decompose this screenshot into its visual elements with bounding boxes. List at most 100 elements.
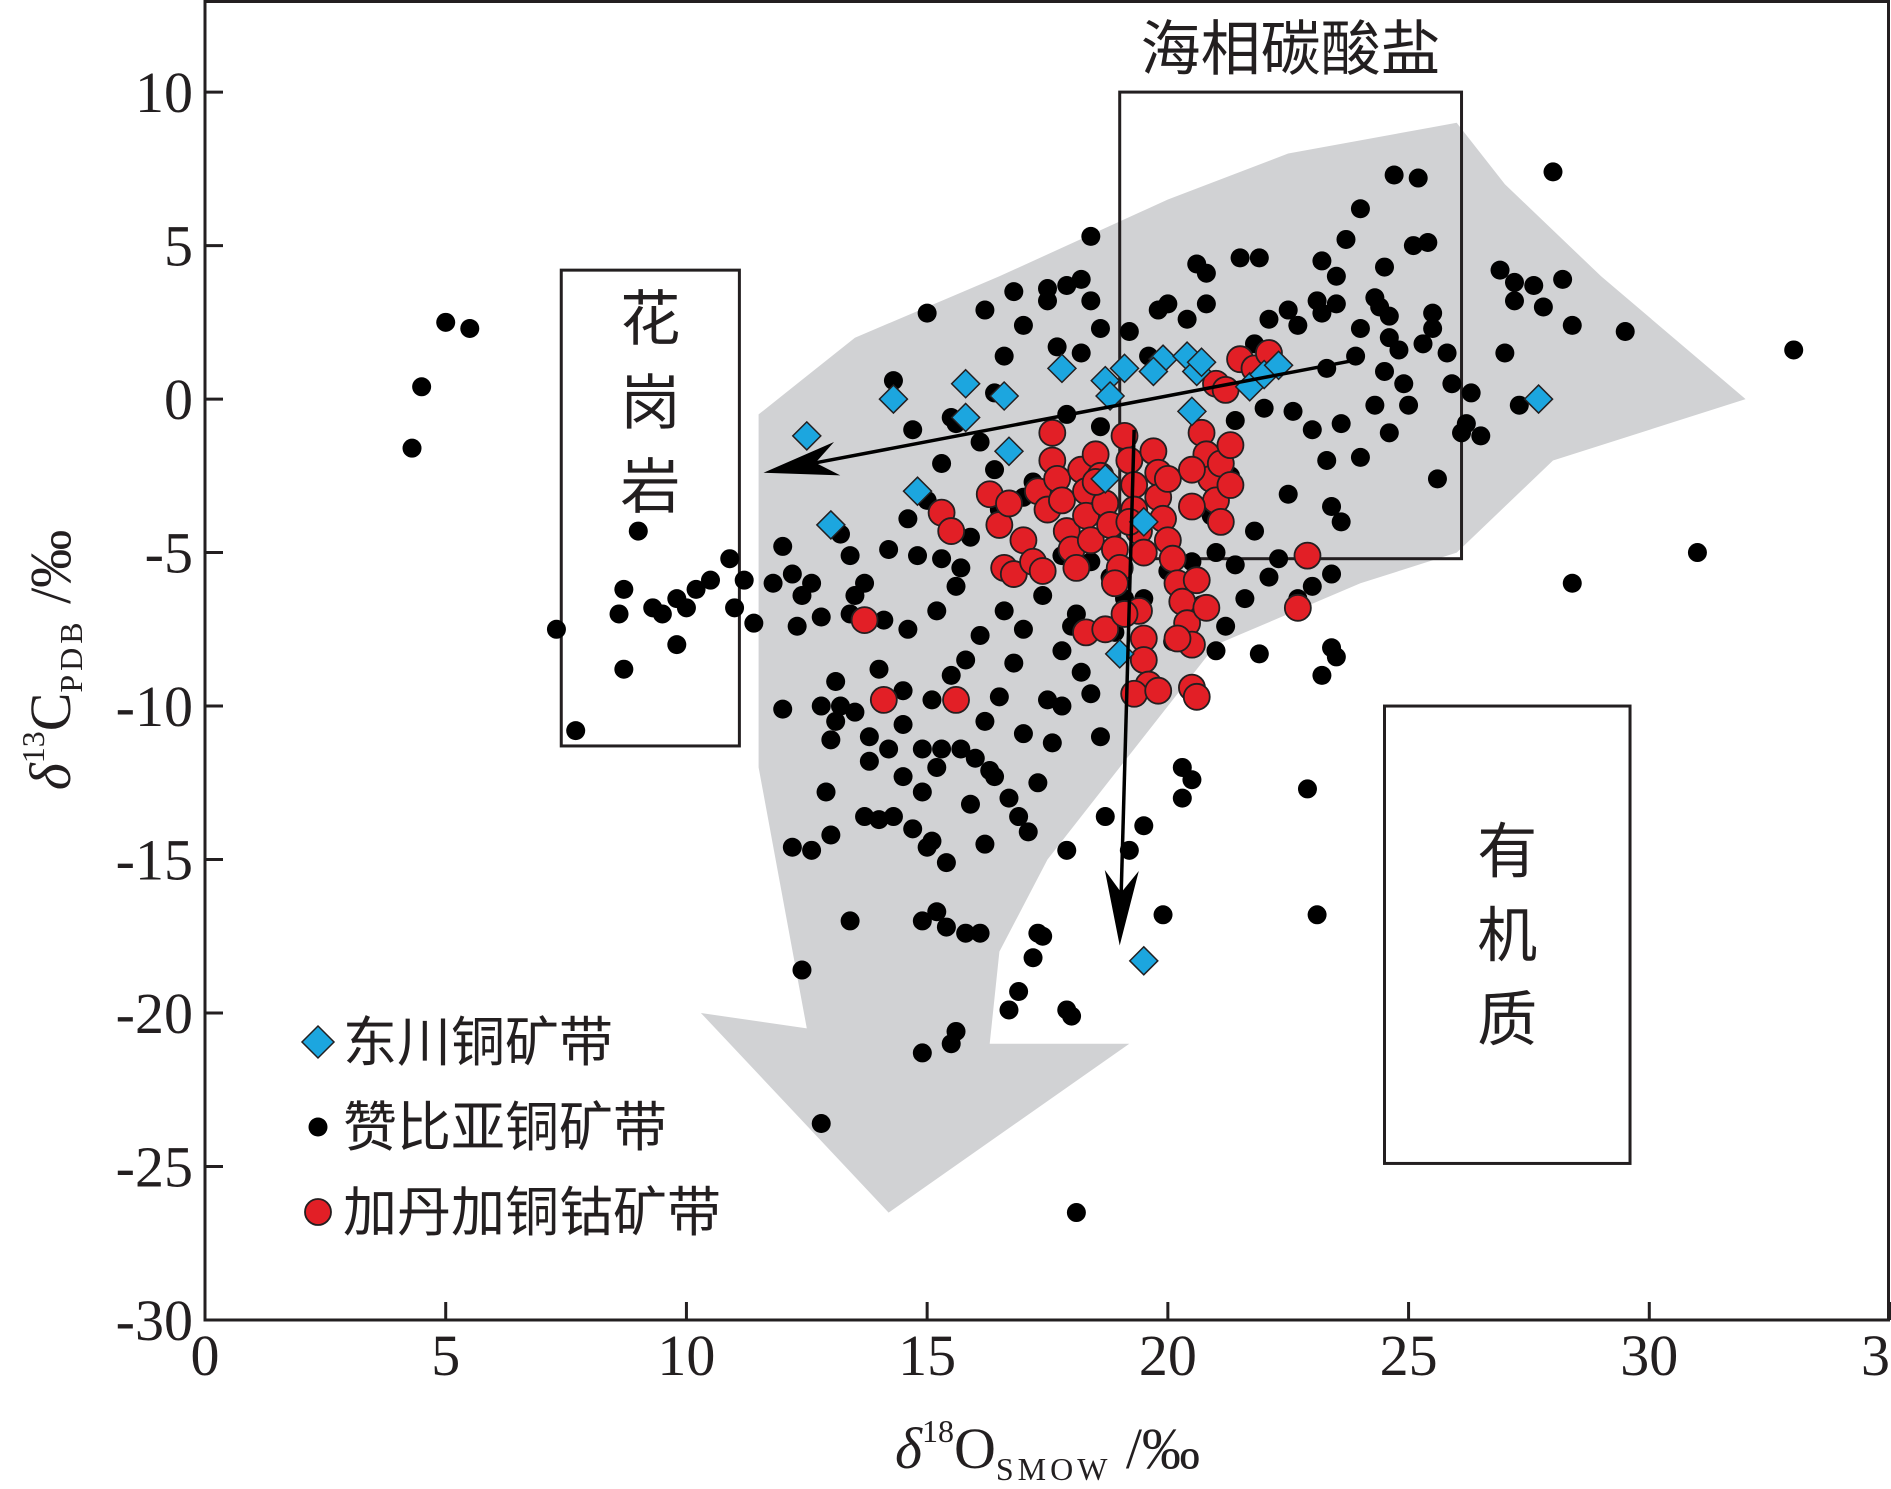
legend-label: 东川铜矿带 — [343, 1011, 613, 1074]
point-katanga — [1158, 544, 1187, 573]
point-zambia — [763, 573, 783, 593]
point-zambia — [1317, 450, 1337, 470]
point-zambia — [965, 748, 985, 768]
point-zambia — [1350, 447, 1370, 467]
point-zambia — [609, 604, 629, 624]
point-zambia — [883, 807, 903, 827]
point-zambia — [970, 432, 990, 452]
point-dongchuan — [1176, 396, 1207, 427]
point-zambia — [1615, 322, 1635, 342]
point-katanga — [1216, 471, 1245, 499]
point-zambia — [1326, 647, 1346, 667]
point-katanga — [1153, 464, 1182, 493]
point-zambia — [1047, 337, 1067, 357]
point-zambia — [1336, 229, 1356, 249]
point-zambia — [908, 546, 928, 566]
point-zambia — [936, 853, 956, 873]
point-zambia — [1312, 251, 1332, 271]
point-zambia — [1269, 549, 1289, 569]
point-zambia — [1312, 665, 1332, 685]
point-katanga — [995, 489, 1023, 518]
point-zambia — [566, 721, 586, 741]
point-zambia — [989, 687, 1009, 707]
legend-label: 赞比亚铜矿带 — [343, 1096, 667, 1159]
point-zambia — [1028, 923, 1048, 943]
point-zambia — [1365, 288, 1385, 308]
trend-to-organic-head — [1104, 870, 1139, 946]
point-zambia — [898, 509, 918, 529]
point-zambia — [1042, 733, 1062, 753]
point-zambia — [1071, 662, 1091, 682]
point-zambia — [956, 923, 976, 943]
point-zambia — [1259, 309, 1279, 329]
y-tick-label: -25 — [116, 1135, 193, 1200]
x-axis-symbol: δ — [895, 1416, 923, 1481]
point-zambia — [667, 635, 687, 655]
point-zambia — [1095, 807, 1115, 827]
point-zambia — [1307, 291, 1327, 311]
point-zambia — [1278, 300, 1298, 320]
point-zambia — [893, 767, 913, 787]
point-zambia — [821, 825, 841, 845]
point-zambia — [821, 730, 841, 750]
marine-carbonate-box — [1118, 90, 1464, 561]
trend-to-granite-head — [763, 442, 841, 476]
marine-carbonate-label: 海相碳酸盐 — [1141, 15, 1441, 85]
point-dongchuan — [950, 402, 981, 433]
point-zambia — [1375, 361, 1394, 381]
point-dongchuan — [1109, 353, 1140, 384]
point-zambia — [999, 1000, 1019, 1020]
point-zambia — [1177, 309, 1197, 329]
point-zambia — [1389, 340, 1409, 360]
point-zambia — [879, 739, 899, 759]
point-zambia — [927, 601, 947, 621]
point-zambia — [1784, 340, 1804, 360]
point-zambia — [1322, 564, 1342, 584]
y-axis-sup: 13 — [15, 731, 51, 763]
point-zambia — [975, 834, 995, 854]
point-zambia — [912, 1043, 932, 1063]
point-zambia — [628, 521, 648, 541]
point-zambia — [792, 960, 812, 980]
y-axis-title: δ13CPDB /‰ — [15, 530, 89, 791]
point-zambia — [614, 659, 634, 679]
organic-matter-label-char-1: 有 — [1477, 818, 1537, 888]
point-katanga — [1076, 526, 1105, 555]
point-zambia — [734, 570, 754, 590]
point-zambia — [1023, 948, 1043, 968]
point-zambia — [1119, 840, 1139, 860]
point-zambia — [994, 346, 1014, 366]
legend-marker-katanga — [304, 1198, 332, 1226]
point-katanga — [869, 686, 898, 714]
point-katanga — [1182, 566, 1211, 595]
point-zambia — [1399, 395, 1419, 415]
point-zambia — [883, 371, 903, 391]
point-zambia — [1071, 343, 1091, 363]
granite-box — [559, 268, 741, 748]
point-zambia — [1230, 248, 1250, 268]
point-zambia — [701, 570, 720, 590]
point-zambia — [893, 681, 913, 701]
point-zambia — [725, 598, 745, 618]
point-zambia — [1057, 1000, 1077, 1020]
point-dongchuan — [1523, 384, 1554, 415]
point-zambia — [802, 573, 822, 593]
point-katanga — [1144, 676, 1173, 705]
point-zambia — [1442, 374, 1462, 394]
point-zambia — [1081, 291, 1101, 311]
point-zambia — [1090, 318, 1110, 338]
point-zambia — [1423, 303, 1443, 323]
point-katanga — [1178, 455, 1206, 484]
legend-marker-zambia — [308, 1117, 328, 1137]
point-zambia — [1413, 334, 1433, 354]
x-tick-label: 5 — [431, 1323, 460, 1388]
point-zambia — [1423, 318, 1443, 338]
point-zambia — [1033, 586, 1053, 606]
point-zambia — [1249, 248, 1269, 268]
point-zambia — [816, 782, 836, 802]
point-zambia — [1302, 576, 1322, 596]
x-tick-label: 35 — [1861, 1323, 1891, 1388]
organic-matter-label-char-2: 机 — [1477, 902, 1537, 972]
point-zambia — [1254, 398, 1274, 418]
point-zambia — [1394, 374, 1414, 394]
